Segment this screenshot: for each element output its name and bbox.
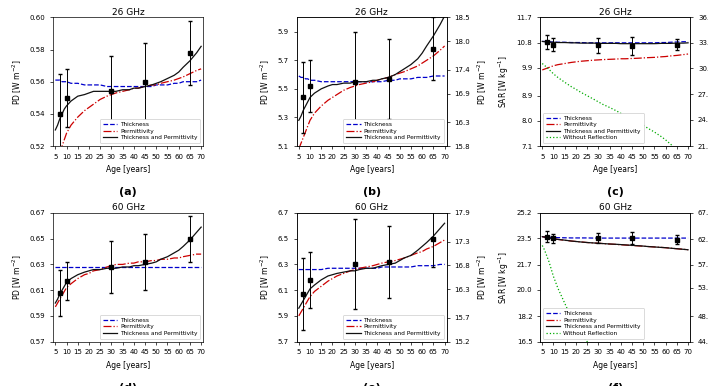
X-axis label: Age [years]: Age [years]	[106, 165, 150, 174]
X-axis label: Age [years]: Age [years]	[593, 361, 637, 370]
Title: 60 GHz: 60 GHz	[599, 203, 632, 212]
Y-axis label: PD [W m$^{-2}$]: PD [W m$^{-2}$]	[476, 59, 489, 105]
Legend: Thickness, Permittivity, Thickness and Permittivity: Thickness, Permittivity, Thickness and P…	[100, 315, 200, 339]
Text: (f): (f)	[607, 383, 623, 386]
Y-axis label: SAR [W kg$^{-1}$]: SAR [W kg$^{-1}$]	[497, 56, 511, 108]
Legend: Thickness, Permittivity, Thickness and Permittivity: Thickness, Permittivity, Thickness and P…	[343, 315, 444, 339]
Y-axis label: PD [W m$^{-2}$]: PD [W m$^{-2}$]	[11, 254, 24, 300]
X-axis label: Age [years]: Age [years]	[106, 361, 150, 370]
Y-axis label: SAR [W kg$^{-1}$]: SAR [W kg$^{-1}$]	[497, 251, 511, 303]
Title: 26 GHz: 26 GHz	[599, 8, 632, 17]
Text: (e): (e)	[362, 383, 381, 386]
Y-axis label: PD [W m$^{-2}$]: PD [W m$^{-2}$]	[11, 59, 24, 105]
Text: (c): (c)	[607, 187, 624, 197]
Legend: Thickness, Permittivity, Thickness and Permittivity: Thickness, Permittivity, Thickness and P…	[343, 119, 444, 143]
Y-axis label: PD [W m$^{-2}$]: PD [W m$^{-2}$]	[259, 254, 272, 300]
Title: 60 GHz: 60 GHz	[112, 203, 144, 212]
Y-axis label: PD [W m$^{-2}$]: PD [W m$^{-2}$]	[476, 254, 489, 300]
Legend: Thickness, Permittivity, Thickness and Permittivity, Without Reflection: Thickness, Permittivity, Thickness and P…	[543, 308, 644, 339]
Y-axis label: PD [W m$^{-2}$]: PD [W m$^{-2}$]	[259, 59, 273, 105]
Title: 60 GHz: 60 GHz	[355, 203, 388, 212]
Title: 26 GHz: 26 GHz	[355, 8, 388, 17]
Legend: Thickness, Permittivity, Thickness and Permittivity: Thickness, Permittivity, Thickness and P…	[100, 119, 200, 143]
Text: (b): (b)	[362, 187, 381, 197]
Text: (a): (a)	[120, 187, 137, 197]
X-axis label: Age [years]: Age [years]	[350, 361, 394, 370]
Legend: Thickness, Permittivity, Thickness and Permittivity, Without Reflection: Thickness, Permittivity, Thickness and P…	[543, 113, 644, 143]
X-axis label: Age [years]: Age [years]	[593, 165, 637, 174]
X-axis label: Age [years]: Age [years]	[350, 165, 394, 174]
Title: 26 GHz: 26 GHz	[112, 8, 144, 17]
Text: (d): (d)	[119, 383, 137, 386]
